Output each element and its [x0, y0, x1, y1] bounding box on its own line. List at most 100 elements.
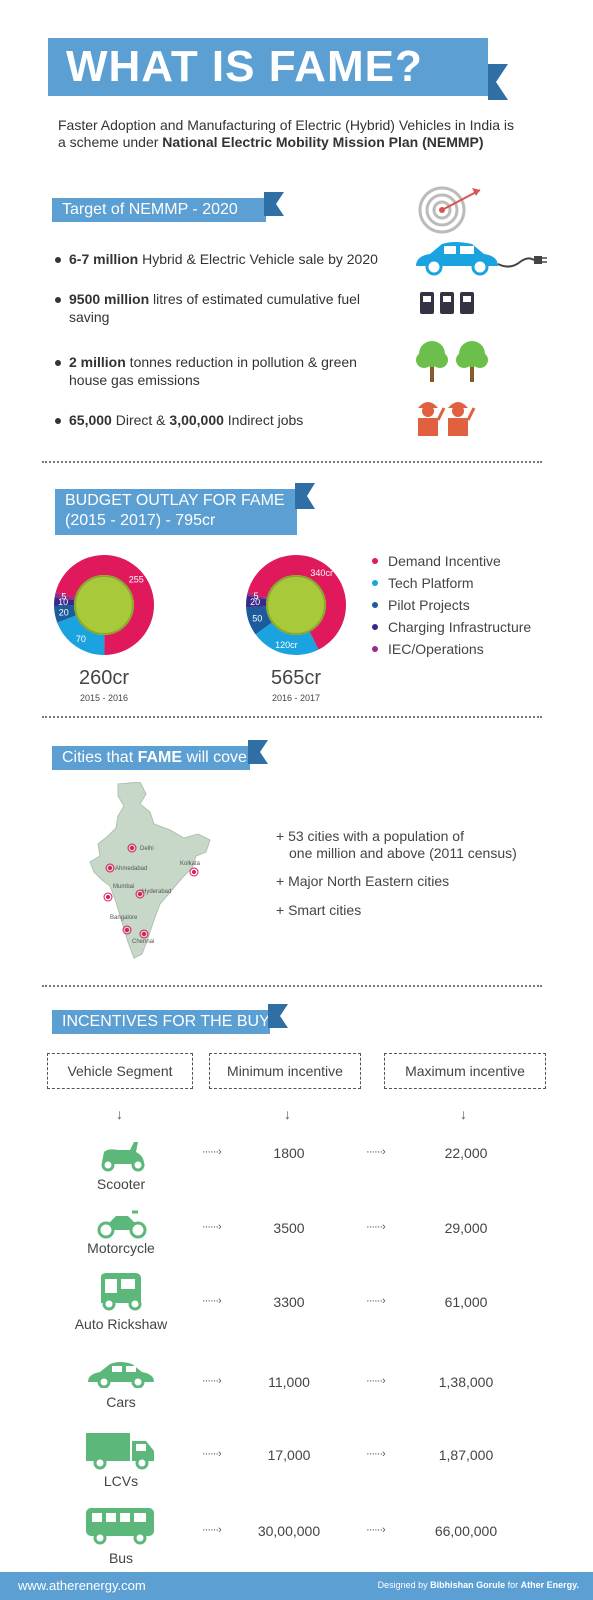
right-arrow-icon: ······›	[366, 1221, 386, 1233]
vehicle-label: Auto Rickshaw	[74, 1316, 168, 1332]
col-header-min: Minimum incentive	[209, 1053, 361, 1089]
city-label: Ahmedabad	[115, 866, 148, 872]
min-incentive: 11,000	[268, 1374, 310, 1390]
donut-value-label: 70	[76, 634, 86, 644]
donut-total-2015: 260cr	[78, 667, 130, 689]
right-arrow-icon: ······›	[366, 1295, 386, 1307]
trees-icon	[416, 341, 488, 382]
right-arrow-icon: ······›	[366, 1375, 386, 1387]
city-label: Hyderabad	[142, 889, 172, 895]
donut-center	[266, 575, 326, 635]
donut-segment	[54, 592, 75, 601]
donut-segment	[246, 606, 272, 635]
target-item-jobs: 65,000 Direct & 3,00,000 Indirect jobs	[55, 411, 395, 429]
min-incentive: 3500	[273, 1220, 305, 1236]
target-text: Hybrid & Electric Vehicle sale by 2020	[138, 251, 378, 267]
fuel-pump-icon	[420, 292, 474, 314]
credit-mid: for	[505, 1580, 521, 1590]
budget-heading-line1: BUDGET OUTLAY FOR FAME	[65, 492, 285, 509]
bullet-dot	[55, 297, 61, 303]
donut-segment	[57, 615, 105, 655]
donut-segment	[246, 592, 267, 600]
cities-heading-bold: FAME	[137, 749, 183, 766]
footer: www.atherenergy.com Designed by Bibhisha…	[0, 1572, 593, 1600]
max-incentive: 61,000	[444, 1294, 488, 1310]
donut-value-label: 255	[129, 575, 144, 585]
legend-dot-icon	[372, 624, 378, 630]
target-text: Direct &	[111, 412, 170, 428]
right-arrow-icon: ······›	[366, 1146, 386, 1158]
credit-pre: Designed by	[377, 1580, 431, 1590]
coverage-item: + 53 cities with a population of	[276, 828, 464, 844]
donut-center	[74, 575, 134, 635]
coverage-item: + Smart cities	[276, 902, 362, 918]
right-arrow-icon: ······›	[202, 1375, 222, 1387]
target-bold: 2 million	[69, 354, 126, 370]
donut-segment	[55, 555, 154, 655]
donut-year-2016: 2016 - 2017	[271, 693, 321, 703]
donut-total-2016: 565cr	[270, 667, 322, 689]
donut-segment	[247, 555, 346, 650]
budget-heading-banner: BUDGET OUTLAY FOR FAME (2015 - 2017) - 7…	[55, 489, 297, 535]
intro-paragraph: Faster Adoption and Manufacturing of Ele…	[58, 117, 518, 151]
scooter-icon	[101, 1142, 145, 1172]
electric-car-icon	[416, 242, 547, 276]
donut-segment	[255, 622, 319, 655]
legend-dot-icon	[372, 580, 378, 586]
legend-label: Charging Infrastructure	[388, 619, 532, 635]
target-ribbon-tail	[264, 192, 284, 216]
credit-name: Bibhishan Gorule	[430, 1580, 506, 1590]
donut-value-label: 120cr	[275, 640, 298, 650]
down-arrow-icon: ↓	[460, 1106, 467, 1122]
right-arrow-icon: ······›	[202, 1524, 222, 1536]
vehicle-label: Cars	[106, 1394, 136, 1410]
legend-label: Tech Platform	[388, 575, 474, 591]
cities-heading-post: will cover	[182, 749, 253, 766]
col-header-segment: Vehicle Segment	[47, 1053, 193, 1089]
target-item-pollution: 2 million tonnes reduction in pollution …	[55, 353, 365, 389]
bullet-dot	[55, 257, 61, 263]
bullet-dot	[55, 418, 61, 424]
donut-value-label: 340cr	[310, 568, 333, 578]
cities-ribbon-tail	[248, 740, 268, 764]
credit-org: Ather Energy.	[520, 1580, 579, 1590]
budget-heading-line2: (2015 - 2017) - 795cr	[65, 512, 216, 529]
car-icon	[88, 1362, 154, 1388]
target-bold: 65,000	[69, 412, 112, 428]
city-label: Mumbai	[113, 884, 135, 890]
min-incentive: 3300	[273, 1294, 305, 1310]
donut-segment	[54, 605, 76, 623]
target-bold: 6-7 million	[69, 251, 139, 267]
donut-value-label: 5	[253, 591, 258, 601]
target-text: Indirect jobs	[223, 412, 304, 428]
legend-item: Tech Platform	[372, 575, 572, 597]
city-label: Kolkata	[180, 861, 201, 867]
target-bold: 9500 million	[69, 291, 150, 307]
legend-label: IEC/Operations	[388, 641, 484, 657]
vehicle-label: LCVs	[103, 1473, 139, 1489]
vehicle-label: Scooter	[96, 1176, 146, 1192]
down-arrow-icon: ↓	[116, 1106, 123, 1122]
target-icon	[418, 186, 481, 234]
footer-credit: Designed by Bibhishan Gorule for Ather E…	[378, 1580, 579, 1590]
donut-value-label: 5	[61, 592, 66, 602]
incentives-ribbon-tail	[268, 1004, 288, 1028]
donut-segment	[54, 596, 75, 606]
footer-site-link[interactable]: www.atherenergy.com	[18, 1578, 146, 1593]
vehicle-label: Motorcycle	[87, 1240, 155, 1256]
page-title: WHAT IS FAME?	[66, 42, 423, 91]
min-incentive: 30,00,000	[257, 1523, 321, 1539]
motorcycle-icon	[97, 1210, 147, 1239]
city-label: Chennai	[132, 939, 155, 945]
max-incentive: 1,38,000	[438, 1374, 494, 1390]
intro-bold: National Electric Mobility Mission Plan …	[162, 134, 484, 150]
legend-item: Demand Incentive	[372, 553, 572, 575]
section-divider	[42, 985, 542, 987]
right-arrow-icon: ······›	[366, 1524, 386, 1536]
max-incentive: 29,000	[444, 1220, 488, 1236]
right-arrow-icon: ······›	[202, 1221, 222, 1233]
budget-legend: Demand Incentive Tech Platform Pilot Proje…	[372, 553, 572, 663]
donut-value-label: 10	[58, 597, 68, 607]
down-arrow-icon: ↓	[284, 1106, 291, 1122]
budget-ribbon-tail	[295, 483, 315, 509]
